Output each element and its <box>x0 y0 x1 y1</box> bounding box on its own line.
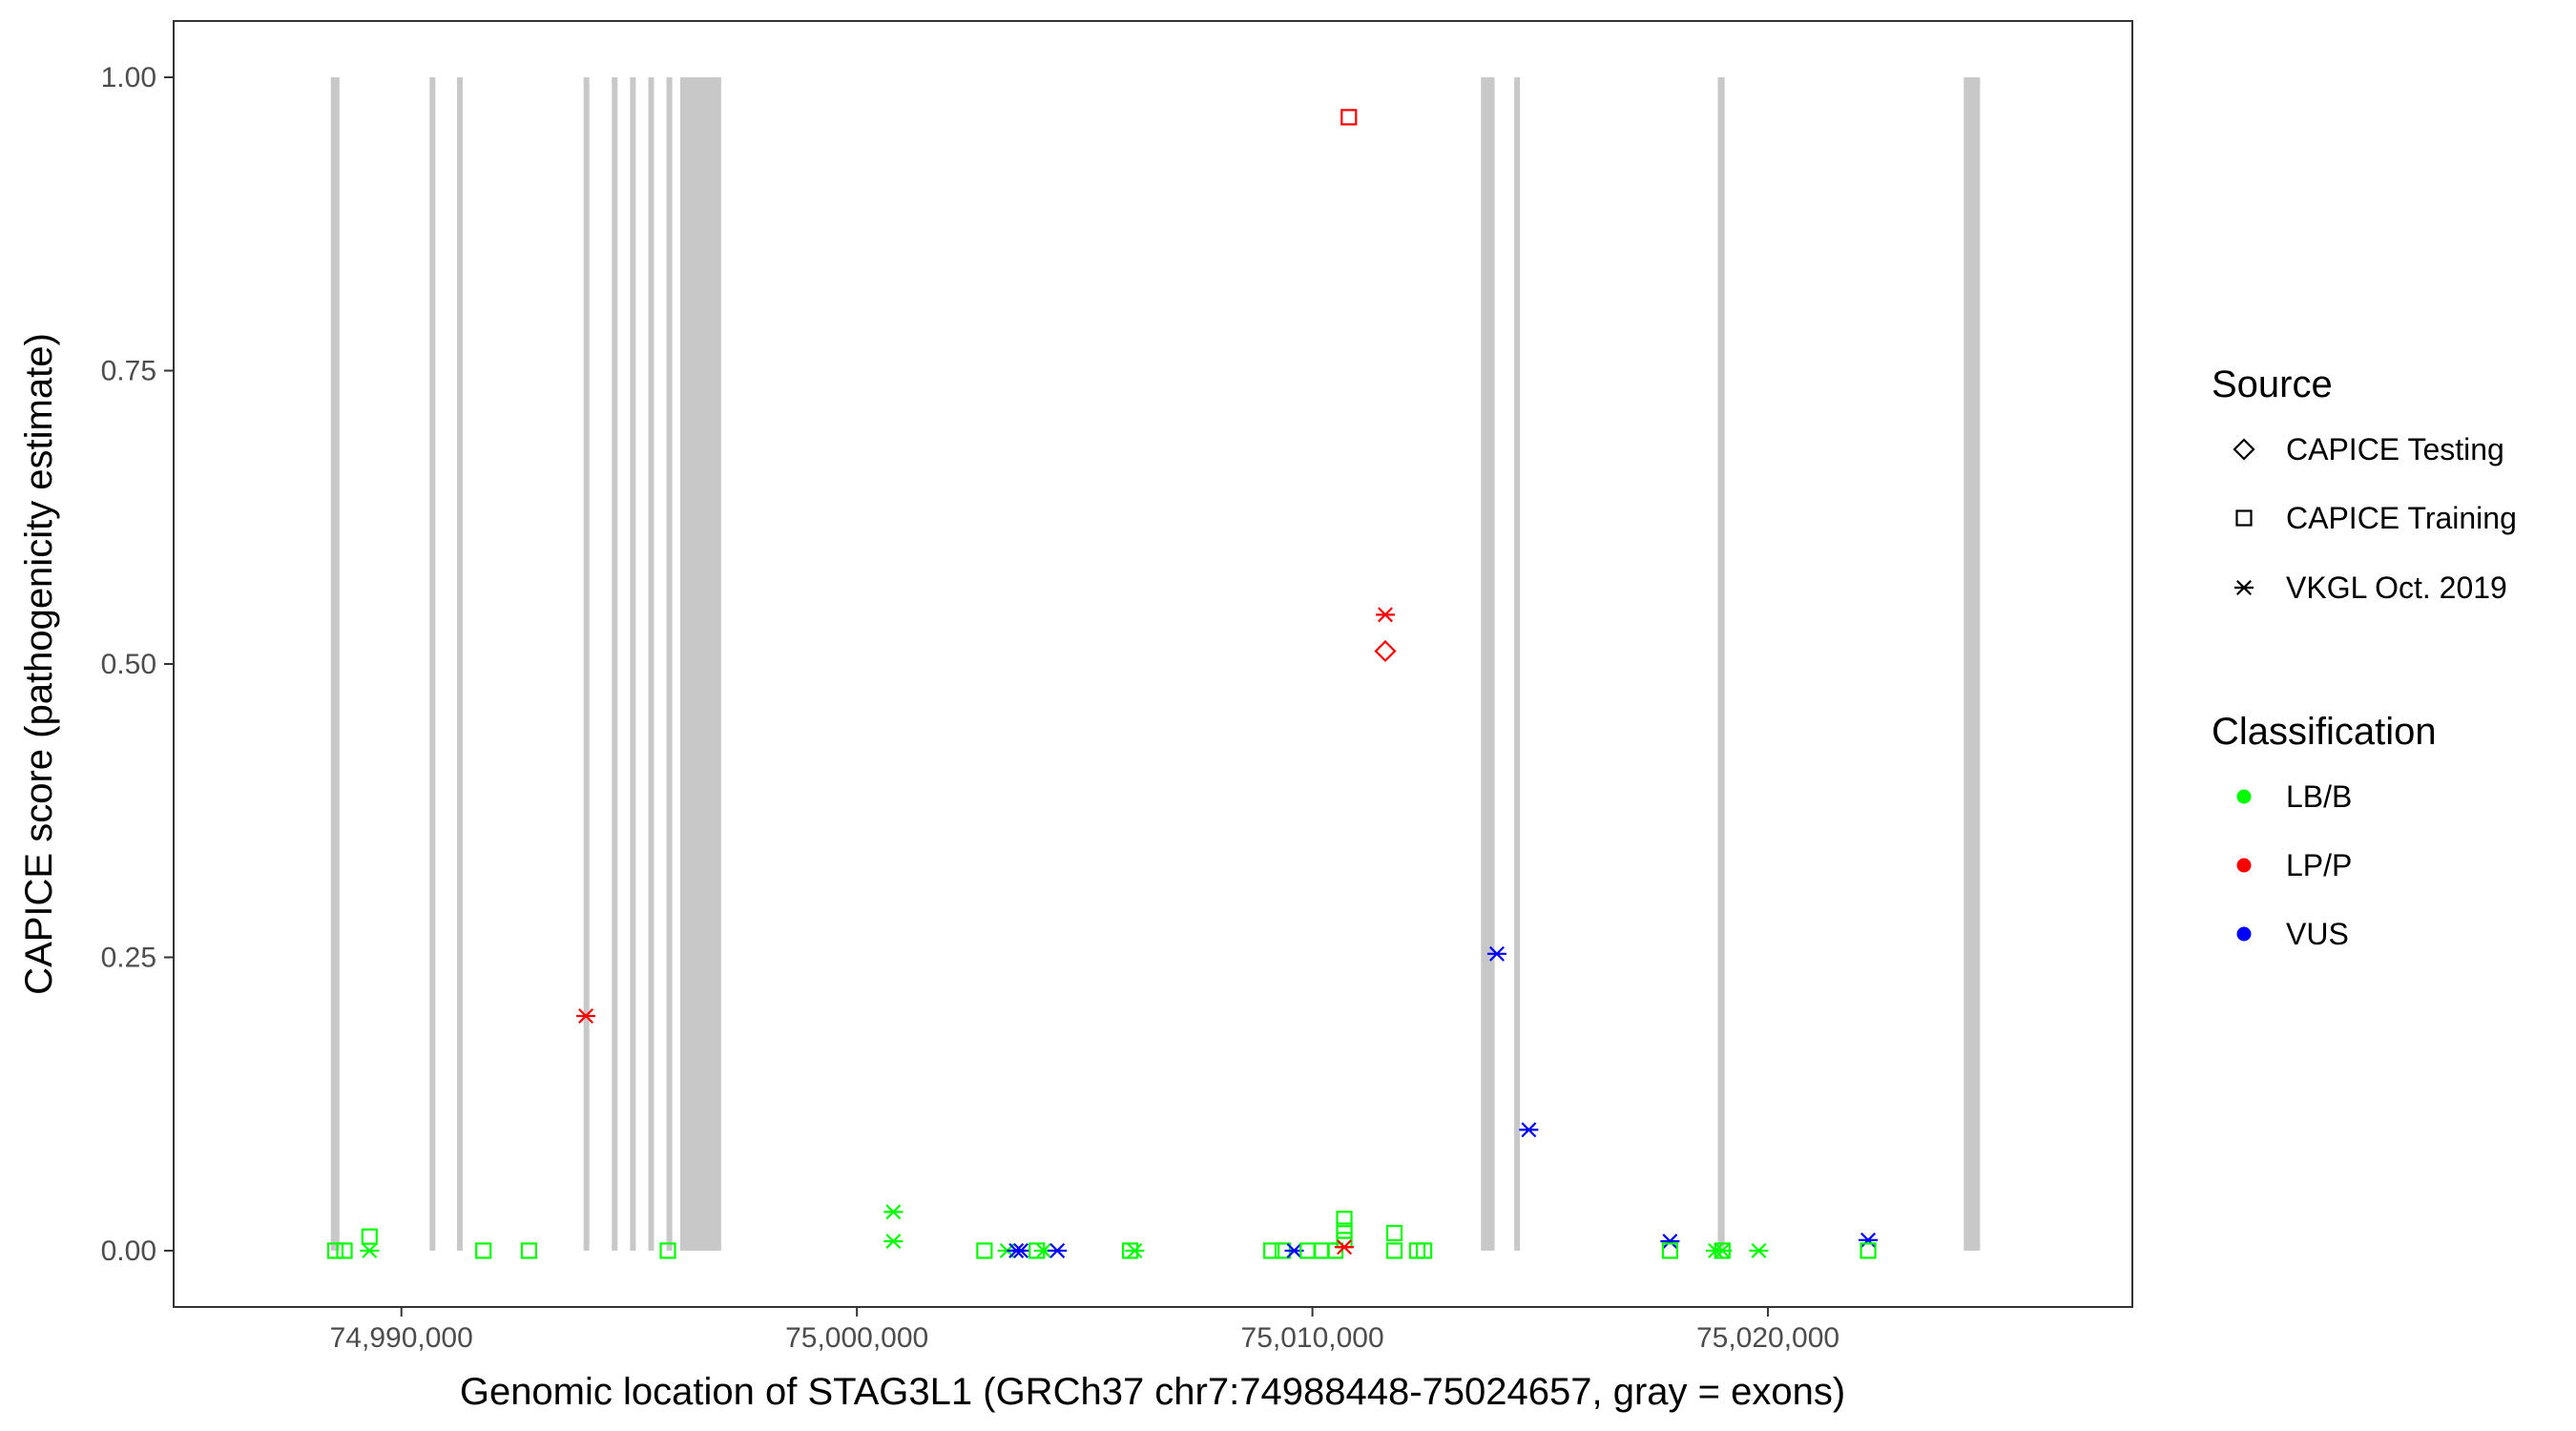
x-tick-label-1: 74,990,000 <box>330 1322 473 1354</box>
x-axis-title: Genomic location of STAG3L1 (GRCh37 chr7… <box>460 1371 1845 1413</box>
exon-13 <box>1963 77 1981 1251</box>
data-point-3 <box>361 1228 378 1245</box>
data-point-30 <box>1340 109 1358 126</box>
data-point-26 <box>1336 1211 1353 1228</box>
data-point-33 <box>1385 1224 1403 1242</box>
x-tick-label-3: 75,010,000 <box>1241 1322 1384 1354</box>
data-point-17 <box>1048 1242 1068 1258</box>
data-point-6 <box>520 1242 538 1259</box>
data-point-8 <box>659 1242 676 1259</box>
data-point-46 <box>1859 1242 1877 1259</box>
data-point-45 <box>1859 1232 1879 1248</box>
data-point-1 <box>326 1242 344 1259</box>
exon-11 <box>1514 77 1521 1251</box>
data-point-25 <box>1326 1242 1344 1259</box>
data-point-7 <box>576 1008 596 1024</box>
exon-6 <box>630 77 636 1251</box>
y-tick-label-5: 1.00 <box>101 62 156 93</box>
data-point-4 <box>360 1242 380 1258</box>
legend-source-label-testing: CAPICE Testing <box>2286 432 2504 467</box>
exon-10 <box>1481 77 1495 1251</box>
x-tick-label-2: 75,000,000 <box>785 1322 928 1354</box>
data-point-31 <box>1376 607 1395 623</box>
data-point-27 <box>1336 1222 1353 1239</box>
legend-source-title: Source <box>2212 363 2333 405</box>
data-point-44 <box>1749 1242 1769 1258</box>
exon-8 <box>666 77 673 1251</box>
data-point-2 <box>336 1242 353 1259</box>
data-point-20 <box>1263 1242 1280 1259</box>
legend-class-key-3 <box>2236 926 2252 942</box>
legend-classification: Classification LB/B LP/P VUS <box>2212 711 2437 951</box>
exon-1 <box>330 77 340 1251</box>
data-point-11 <box>976 1242 993 1259</box>
legend-source-label-training: CAPICE Training <box>2286 501 2517 535</box>
legend-class-key-1 <box>2236 789 2252 804</box>
y-tick-label-1: 0.00 <box>101 1235 156 1267</box>
data-point-43 <box>1714 1242 1731 1259</box>
y-axis-title: CAPICE score (pathogenicity estimate) <box>18 333 60 995</box>
data-point-9 <box>883 1204 904 1220</box>
legend-source-label-vkgl: VKGL Oct. 2019 <box>2286 570 2507 605</box>
legend-class-label-lbb: LB/B <box>2286 779 2352 814</box>
legend-source-key-3 <box>2234 580 2254 595</box>
data-point-34 <box>1385 1242 1403 1259</box>
data-point-32 <box>1374 639 1397 663</box>
legend-source-key-1 <box>2233 438 2255 461</box>
exon-5 <box>612 77 618 1251</box>
data-point-40 <box>1661 1242 1678 1259</box>
y-tick-label-3: 0.50 <box>101 649 156 680</box>
exon-12 <box>1717 77 1725 1251</box>
exon-layer <box>330 77 1981 1251</box>
data-point-38 <box>1519 1122 1539 1138</box>
data-point-37 <box>1486 945 1506 962</box>
legend-class-key-2 <box>2236 858 2252 873</box>
legend-class-label-vus: VUS <box>2286 917 2349 951</box>
legend-classification-title: Classification <box>2212 711 2437 753</box>
exon-4 <box>583 77 590 1251</box>
data-point-29 <box>1335 1239 1355 1255</box>
point-layer <box>326 109 1879 1259</box>
legend-source: Source CAPICE Testing CAPICE Training VK… <box>2212 363 2517 605</box>
y-tick-label-4: 0.75 <box>101 356 156 387</box>
exon-3 <box>456 77 463 1251</box>
data-point-36 <box>1415 1242 1433 1259</box>
exon-2 <box>429 77 436 1251</box>
data-point-14 <box>1011 1242 1031 1258</box>
data-point-39 <box>1660 1234 1680 1250</box>
x-tick-label-4: 75,020,000 <box>1696 1322 1839 1354</box>
axis-layer: 74,990,000 75,000,000 75,010,000 75,020,000… <box>101 62 1840 1354</box>
y-tick-label-2: 0.25 <box>101 942 156 973</box>
legend-source-keys <box>2233 438 2255 595</box>
legend-class-keys <box>2236 789 2252 942</box>
exon-7 <box>648 77 654 1251</box>
legend-source-key-2 <box>2235 509 2253 527</box>
data-point-10 <box>883 1234 904 1250</box>
data-point-19 <box>1125 1242 1145 1258</box>
legend-class-label-lpp: LP/P <box>2286 848 2352 882</box>
data-point-5 <box>475 1242 492 1259</box>
exon-9 <box>679 77 721 1251</box>
